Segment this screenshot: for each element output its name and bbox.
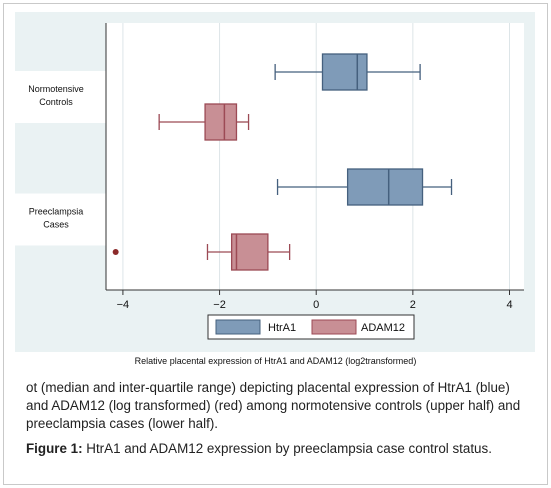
legend-label: ADAM12: [361, 322, 405, 334]
x-tick-label: −2: [213, 299, 226, 311]
x-tick-label: 4: [506, 299, 512, 311]
x-axis-title: Relative placental expression of HtrA1 a…: [134, 356, 417, 366]
x-tick-label: −4: [117, 299, 130, 311]
group-label-band: [15, 193, 106, 246]
group-label: Normotensive: [28, 84, 84, 94]
box-plot: Normotensive Controls Preeclampsia Cases −4…: [15, 12, 535, 352]
x-tick-label: 0: [313, 299, 319, 311]
legend-swatch: [215, 319, 261, 335]
group-label: Cases: [43, 220, 69, 230]
iqr-box: [204, 103, 238, 141]
x-tick-label: 2: [410, 299, 416, 311]
iqr-box: [346, 168, 424, 206]
group-label-band: [15, 71, 106, 123]
group-label: Preeclampsia: [29, 207, 84, 217]
box-htra1-controls: [274, 53, 421, 91]
iqr-box: [321, 53, 368, 91]
figure-label: Figure 1:: [26, 441, 83, 456]
caption-body: ot (median and inter-quartile range) dep…: [26, 380, 521, 431]
box-adam12-cases: [112, 233, 291, 271]
iqr-box: [230, 233, 269, 271]
box-htra1-cases: [276, 168, 453, 206]
figure-caption-text: HtrA1 and ADAM12 expression by preeclamp…: [86, 441, 492, 456]
plot-area: [106, 23, 524, 290]
legend-label: HtrA1: [268, 322, 296, 334]
legend-swatch: [311, 319, 357, 335]
box-adam12-controls: [158, 103, 250, 141]
figure-caption: Figure 1: HtrA1 and ADAM12 expression by…: [26, 440, 531, 458]
group-label: Controls: [39, 97, 73, 107]
outlier-point: [112, 249, 119, 255]
